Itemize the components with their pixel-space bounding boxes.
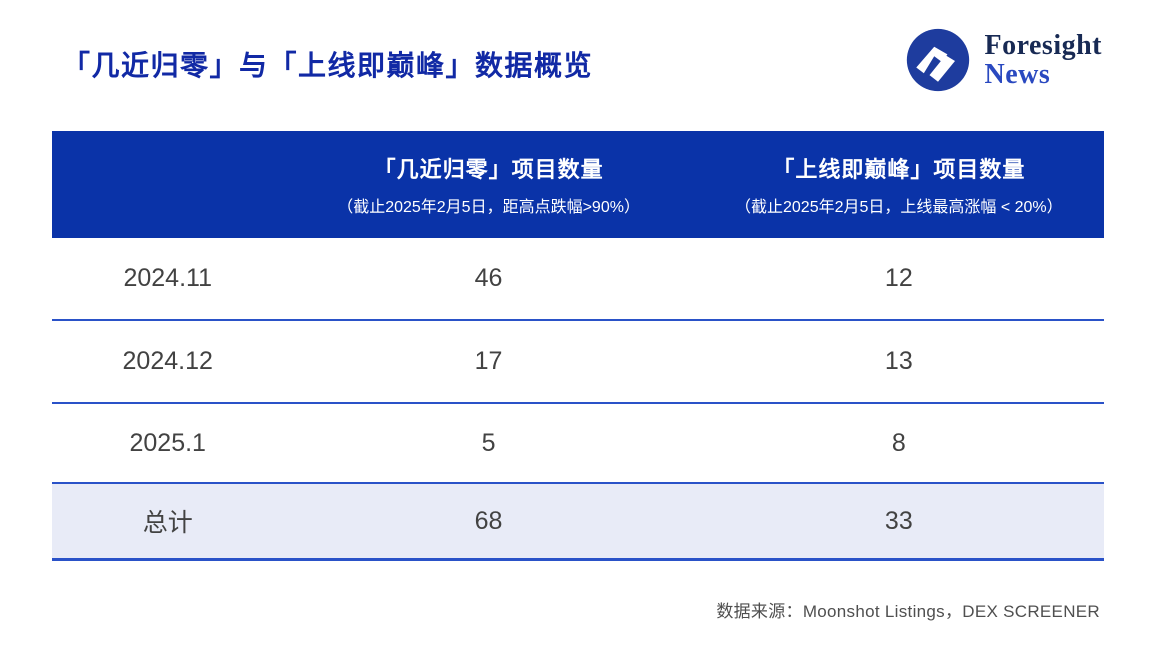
column-subtitle: （截止2025年2月5日，上线最高涨幅 < 20%）	[735, 199, 1063, 216]
near-zero-value: 46	[474, 264, 503, 292]
table-header-row: 「几近归零」项目数量 （截止2025年2月5日，距高点跌幅>90%） 「上线即巅…	[52, 131, 1104, 238]
peak-at-launch-value: 8	[891, 428, 906, 457]
column-subtitle: （截止2025年2月5日，距高点跌幅>90%）	[337, 199, 640, 216]
foresight-logo-icon	[904, 26, 972, 94]
near-zero-value: 5	[481, 428, 496, 457]
row-label: 2024.11	[123, 264, 212, 292]
column-header-near-zero: 「几近归零」项目数量 （截止2025年2月5日，距高点跌幅>90%）	[283, 152, 693, 217]
total-label: 总计	[142, 509, 193, 537]
logo-wordmark: Foresight News	[984, 31, 1102, 89]
total-peak-at-launch-value: 33	[884, 506, 913, 535]
logo-wordmark-line1: Foresight	[984, 29, 1102, 61]
foresight-news-logo: Foresight News	[904, 26, 1102, 94]
column-header-peak-at-launch: 「上线即巅峰」项目数量 （截止2025年2月5日，上线最高涨幅 < 20%）	[694, 152, 1104, 217]
table-row: 2024.12 17 13	[52, 321, 1104, 404]
column-title: 「几近归零」项目数量	[373, 157, 604, 182]
logo-wordmark-line2: News	[984, 59, 1051, 90]
total-near-zero-value: 68	[474, 506, 503, 535]
peak-at-launch-value: 12	[884, 264, 913, 292]
near-zero-value: 17	[474, 347, 503, 375]
table-row: 2025.1 5 8	[52, 404, 1104, 484]
data-source-note: 数据来源：Moonshot Listings，DEX SCREENER	[716, 602, 1100, 621]
peak-at-launch-value: 13	[884, 347, 913, 375]
row-label: 2025.1	[129, 428, 206, 457]
data-table: 「几近归零」项目数量 （截止2025年2月5日，距高点跌幅>90%） 「上线即巅…	[52, 131, 1104, 561]
table-total-row: 总计 68 33	[52, 484, 1104, 561]
row-label: 2024.12	[122, 347, 213, 375]
page-title: 「几近归零」与「上线即巅峰」数据概览	[62, 50, 594, 81]
column-title: 「上线即巅峰」项目数量	[772, 157, 1026, 182]
table-row: 2024.11 46 12	[52, 238, 1104, 321]
